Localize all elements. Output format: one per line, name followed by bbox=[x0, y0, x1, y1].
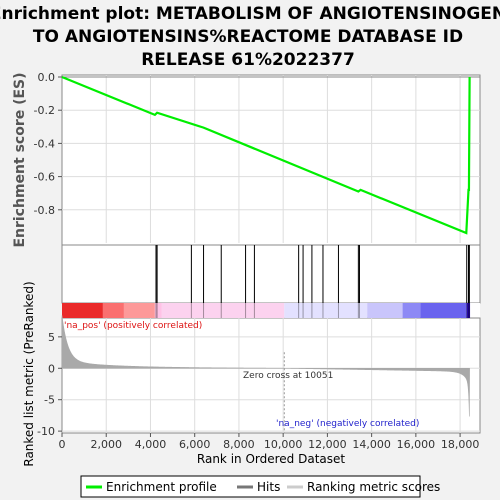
heatmap-band bbox=[62, 303, 103, 318]
x-tick-label: 2,000 bbox=[90, 438, 122, 451]
es-tick-label: 0.0 bbox=[38, 71, 56, 84]
es-y-axis-label: Enrichment score (ES) bbox=[12, 72, 28, 247]
es-panel bbox=[61, 74, 481, 246]
x-tick-label: 14,000 bbox=[352, 438, 391, 451]
x-tick-label: 18,000 bbox=[441, 438, 480, 451]
heatmap-band bbox=[420, 303, 467, 318]
es-tick-label: -0.6 bbox=[34, 171, 55, 184]
x-tick-label: 10,000 bbox=[264, 438, 303, 451]
hits-panel bbox=[61, 244, 481, 304]
neg-correlated-label: 'na_neg' (negatively correlated) bbox=[276, 419, 419, 429]
pos-correlated-label: 'na_pos' (positively correlated) bbox=[64, 321, 202, 331]
heatmap-band bbox=[161, 303, 285, 318]
chart-title-line-1: Enrichment plot: METABOLISM OF ANGIOTENS… bbox=[0, 4, 500, 24]
es-tick-label: -0.4 bbox=[34, 137, 55, 150]
x-tick-label: 0 bbox=[59, 438, 66, 451]
zero-cross-label: Zero cross at 10051 bbox=[243, 371, 333, 381]
metric-tick-label: 0 bbox=[48, 362, 55, 375]
metric-tick-label: -5 bbox=[44, 394, 55, 407]
enrichment-profile-line bbox=[61, 75, 480, 235]
x-tick-label: 12,000 bbox=[308, 438, 347, 451]
metric-area bbox=[61, 315, 470, 417]
x-tick-label: 4,000 bbox=[135, 438, 167, 451]
heatmap-band bbox=[284, 303, 368, 318]
ranking-heatmap bbox=[62, 303, 471, 318]
legend-label-metric: Ranking metric scores bbox=[307, 480, 440, 494]
legend-label-hits: Hits bbox=[257, 480, 280, 494]
heatmap-band bbox=[367, 303, 403, 318]
hit-markers bbox=[155, 245, 470, 318]
metric-tick-label: 5 bbox=[48, 331, 55, 344]
chart-title-line-3: RELEASE 61%2022377 bbox=[141, 50, 355, 70]
heatmap-band bbox=[123, 303, 155, 318]
heatmap-band bbox=[154, 303, 162, 318]
x-tick-label: 16,000 bbox=[397, 438, 436, 451]
x-tick-label: 8,000 bbox=[223, 438, 255, 451]
metric-tick-label: -10 bbox=[37, 425, 55, 438]
legend: Enrichment profile Hits Ranking metric s… bbox=[80, 475, 440, 498]
heatmap-band bbox=[102, 303, 124, 318]
es-tick-label: -0.8 bbox=[34, 204, 55, 217]
legend-label-profile: Enrichment profile bbox=[106, 480, 217, 494]
ranking-metric-scores bbox=[61, 315, 470, 433]
metric-y-axis-label: Ranked list metric (PreRanked) bbox=[22, 281, 36, 466]
enrichment-profile bbox=[61, 75, 471, 235]
axis-ticks: 0 2,000 4,000 6,000 8,000 10,000 12,000 14,000 1… bbox=[34, 71, 480, 451]
x-tick-label: 6,000 bbox=[179, 438, 211, 451]
chart-title-line-2: TO ANGIOTENSINS%REACTOME DATABASE ID bbox=[33, 27, 463, 47]
es-tick-label: -0.2 bbox=[34, 104, 55, 117]
x-axis-label: Rank in Ordered Dataset bbox=[197, 452, 345, 466]
heatmap-band bbox=[466, 303, 471, 318]
heatmap-band bbox=[402, 303, 421, 318]
